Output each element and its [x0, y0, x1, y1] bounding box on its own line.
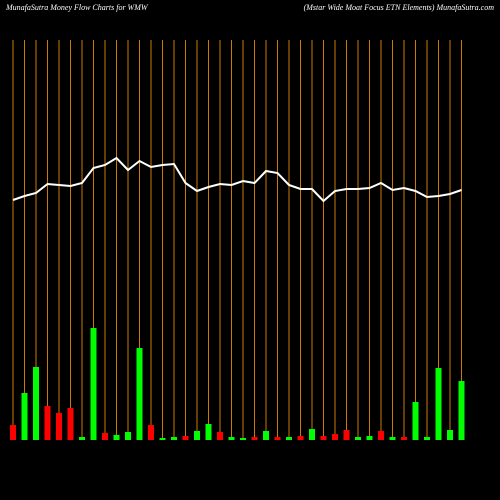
- bar: [458, 381, 465, 440]
- bar: [320, 436, 327, 440]
- bar: [424, 437, 430, 440]
- bar: [251, 437, 258, 440]
- bar: [332, 434, 338, 440]
- bar: [136, 348, 143, 440]
- bar: [435, 368, 442, 440]
- bar: [21, 393, 28, 440]
- bar: [412, 402, 419, 440]
- bar: [125, 432, 131, 440]
- bar: [67, 408, 74, 440]
- bar: [205, 424, 212, 440]
- bar: [447, 430, 453, 440]
- bar: [274, 437, 281, 440]
- bar: [182, 436, 189, 440]
- bar: [113, 435, 120, 440]
- bar: [10, 425, 16, 440]
- bar: [389, 437, 396, 440]
- bar: [79, 437, 85, 440]
- bar: [401, 437, 407, 440]
- bar: [102, 433, 108, 440]
- chart-title: MunafaSutra Money Flow Charts for WMW: [5, 3, 149, 12]
- bar: [366, 436, 373, 440]
- bar: [297, 436, 304, 440]
- bar: [44, 406, 51, 440]
- bar: [378, 431, 384, 440]
- bar: [159, 438, 166, 440]
- bar: [263, 431, 269, 440]
- bar: [33, 367, 39, 440]
- bar: [194, 431, 200, 440]
- bar: [286, 437, 292, 440]
- bar: [56, 413, 62, 440]
- bar: [90, 328, 97, 440]
- bar: [355, 437, 361, 440]
- bar: [240, 438, 246, 440]
- bar: [309, 429, 315, 440]
- bar: [171, 437, 177, 440]
- chart-subtitle: (Mstar Wide Moat Focus ETN Elements) Mun…: [304, 3, 495, 12]
- bar: [148, 425, 154, 440]
- bar: [228, 437, 235, 440]
- flow-line: [12, 156, 462, 203]
- bar: [217, 432, 223, 440]
- bar: [343, 430, 350, 440]
